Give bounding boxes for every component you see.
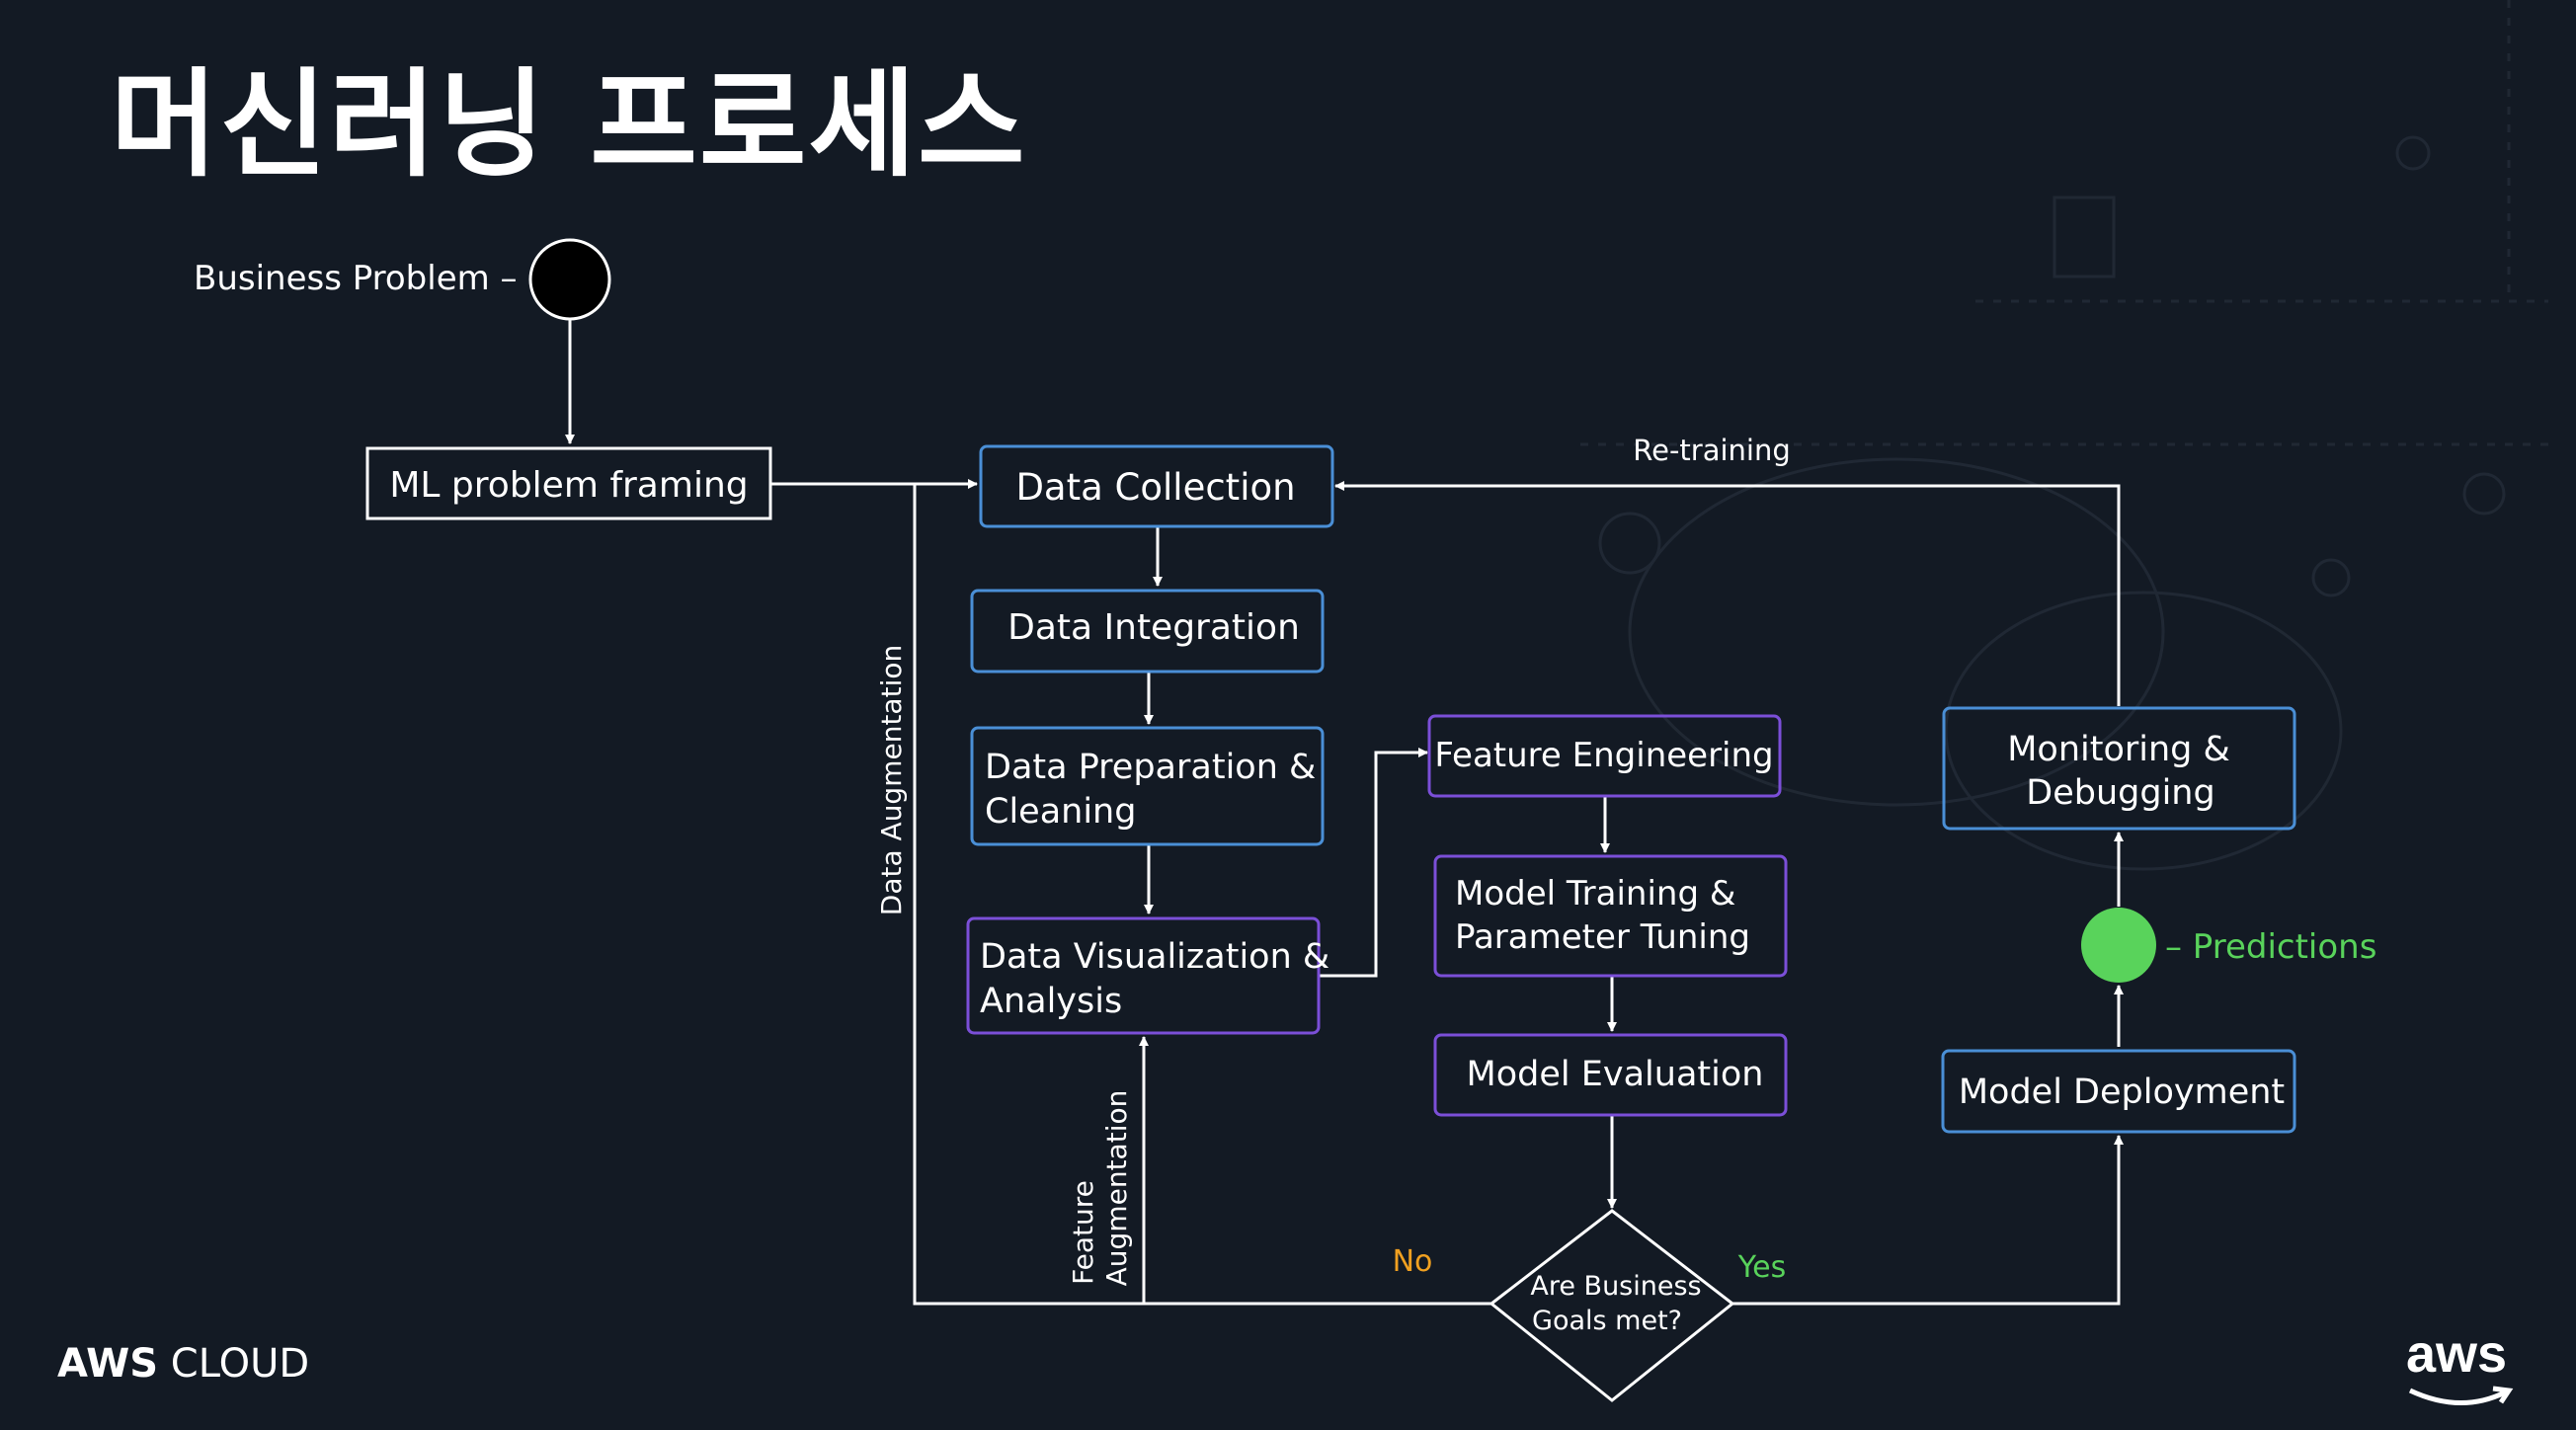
node-data-preparation-label-2: Cleaning (985, 792, 1136, 832)
predictions-label: – Predictions (2165, 927, 2376, 967)
node-model-evaluation (1433, 1033, 1788, 1117)
node-data-preparation-label-1: Data Preparation & (985, 748, 1316, 787)
start-label: Business Problem – (194, 259, 518, 298)
node-model-deployment (1941, 1049, 2296, 1134)
node-monitoring-label-2: Debugging (2026, 773, 2214, 813)
node-model-deployment-label: Model Deployment (1959, 1072, 2285, 1112)
node-ml-framing-label: ML problem framing (389, 465, 748, 506)
node-data-collection-label: Data Collection (1015, 466, 1295, 509)
feature-augmentation-label-2: Augmentation (1100, 1090, 1133, 1287)
arrow-decision-no-loop (913, 484, 1491, 1306)
node-monitoring (1942, 706, 2296, 831)
aws-logo: aws (2406, 1323, 2514, 1405)
footer-brand: AWS CLOUD (57, 1341, 309, 1387)
footer-brand-rest: CLOUD (158, 1341, 310, 1387)
aws-smile-icon (2408, 1386, 2514, 1405)
retraining-label: Re-training (1633, 434, 1791, 467)
node-data-visualization-label-2: Analysis (980, 982, 1122, 1021)
node-feature-engineering-label: Feature Engineering (1434, 736, 1773, 775)
node-ml-framing (365, 446, 772, 520)
node-decision (1489, 1209, 1735, 1402)
node-feature-engineering (1427, 714, 1782, 798)
node-model-training-label-1: Model Training & (1455, 874, 1735, 914)
arrow-viz-to-feature (1320, 748, 1428, 978)
feature-augmentation-label-1: Feature (1067, 1180, 1099, 1285)
node-model-evaluation-label: Model Evaluation (1467, 1055, 1764, 1094)
page-title: 머신러닝 프로세스 (111, 56, 1027, 193)
node-data-integration-label: Data Integration (1007, 607, 1300, 648)
node-data-preparation (970, 726, 1325, 846)
node-model-training (1433, 854, 1788, 978)
arrow-retraining (1334, 481, 2121, 706)
no-label: No (1393, 1244, 1433, 1279)
data-augmentation-label: Data Augmentation (875, 645, 908, 915)
node-data-collection (979, 444, 1334, 528)
node-data-visualization-label-1: Data Visualization & (980, 937, 1329, 977)
node-decision-label-2: Goals met? (1532, 1306, 1682, 1336)
start-circle (528, 238, 611, 321)
background-decoration (1580, 0, 2548, 871)
node-model-training-label-2: Parameter Tuning (1455, 917, 1750, 957)
node-decision-label-1: Are Business (1530, 1271, 1701, 1302)
node-data-integration (970, 589, 1325, 674)
yes-label: Yes (1737, 1250, 1786, 1285)
node-data-visualization (966, 916, 1321, 1035)
arrow-decision-yes-to-deploy (1732, 1135, 2124, 1306)
connectors (565, 319, 2124, 1306)
aws-logo-text: aws (2406, 1324, 2508, 1384)
predictions-circle (2081, 908, 2156, 983)
footer-brand-bold: AWS (57, 1341, 159, 1387)
node-monitoring-label-1: Monitoring & (2007, 730, 2230, 769)
